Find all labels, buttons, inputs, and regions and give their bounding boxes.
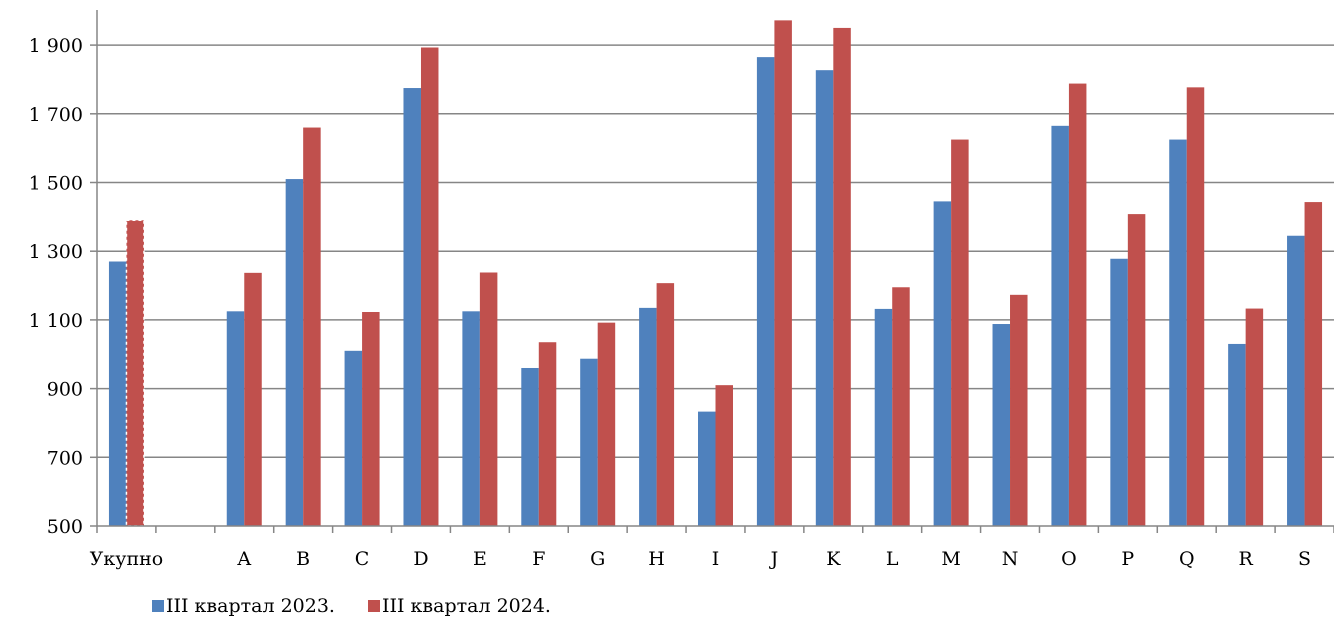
- y-tick-label: 1 300: [29, 241, 83, 263]
- y-tick-label: 1 700: [29, 104, 83, 126]
- bar-2023: [1228, 343, 1246, 526]
- y-tick-label: 1 100: [29, 310, 83, 332]
- bar-2024: [420, 47, 439, 526]
- x-tick-label: S: [1298, 548, 1311, 570]
- x-tick-label: P: [1121, 548, 1134, 570]
- bar-2024: [479, 272, 498, 526]
- x-tick-label: D: [413, 548, 428, 570]
- x-tick-label: A: [236, 548, 251, 570]
- x-tick-label: F: [532, 548, 545, 570]
- bar-2023: [521, 367, 539, 526]
- bar-2023: [1169, 139, 1187, 526]
- bar-2023: [1287, 235, 1305, 526]
- bar-2024: [833, 27, 851, 527]
- bar-2023: [933, 201, 952, 526]
- bar-2024: [125, 219, 145, 527]
- x-tick-label: R: [1238, 548, 1253, 570]
- bar-2024: [1304, 202, 1323, 526]
- axis-labels: 500 700 900 1 100 1 300 1 500 1 700 1 900 Укупно…: [29, 35, 1311, 570]
- x-tick-label: H: [648, 548, 665, 570]
- bar-2024: [1068, 83, 1087, 527]
- bar-2024: [656, 283, 675, 526]
- bar-2023: [108, 261, 127, 526]
- y-tick-label: 500: [47, 516, 83, 538]
- axes: [90, 10, 1334, 533]
- bar-2023: [756, 57, 775, 527]
- x-tick-label: E: [473, 548, 487, 570]
- legend-swatch: [152, 600, 164, 612]
- legend-label: III квартал 2024.: [382, 595, 551, 617]
- bar-2023: [639, 307, 657, 526]
- bar-2024: [1245, 308, 1264, 526]
- legend-swatch: [368, 600, 380, 612]
- bar-2024: [538, 342, 557, 526]
- bar-2023: [344, 350, 363, 526]
- bar-2024: [892, 287, 910, 526]
- bar-2024: [597, 322, 616, 526]
- y-tick-label: 900: [47, 379, 83, 401]
- bar-2024: [244, 272, 262, 526]
- y-tick-label: 700: [47, 447, 83, 469]
- bar-2023: [874, 308, 893, 526]
- bar-2023: [285, 179, 304, 526]
- bar-2023: [580, 358, 598, 526]
- x-tick-label: K: [826, 548, 841, 570]
- bar-2023: [462, 311, 480, 526]
- y-tick-label: 1 900: [29, 35, 83, 57]
- x-tick-label: G: [590, 548, 605, 570]
- bar-2024: [1127, 214, 1146, 527]
- bars: [108, 20, 1323, 527]
- bar-2024: [1186, 87, 1205, 527]
- x-tick-label: B: [296, 548, 310, 570]
- bar-2023: [226, 311, 245, 526]
- x-tick-label: N: [1002, 548, 1019, 570]
- x-tick-label: Q: [1179, 548, 1195, 570]
- x-tick-label: I: [712, 548, 720, 570]
- x-tick-label: Укупно: [90, 548, 164, 570]
- x-tick-label: L: [886, 548, 899, 570]
- bar-2024: [951, 139, 969, 526]
- x-tick-label: M: [941, 548, 960, 570]
- bar-2023: [1051, 125, 1069, 526]
- bar-2024: [362, 311, 380, 526]
- x-tick-label: C: [355, 548, 370, 570]
- y-tick-label: 1 500: [29, 173, 83, 195]
- bar-2023: [815, 70, 834, 526]
- bar-2024: [1010, 294, 1028, 526]
- bar-2024: [774, 20, 792, 526]
- x-tick-label: J: [769, 548, 779, 570]
- x-tick-label: O: [1061, 548, 1077, 570]
- legend-label: III квартал 2023.: [166, 595, 335, 617]
- bar-2024: [303, 127, 321, 526]
- bar-2023: [698, 411, 716, 526]
- bar-2024: [715, 385, 733, 526]
- legend: III квартал 2023. III квартал 2024.: [152, 595, 551, 617]
- bar-2023: [1110, 258, 1128, 526]
- bar-2023: [992, 324, 1011, 526]
- bar-2023: [403, 88, 421, 526]
